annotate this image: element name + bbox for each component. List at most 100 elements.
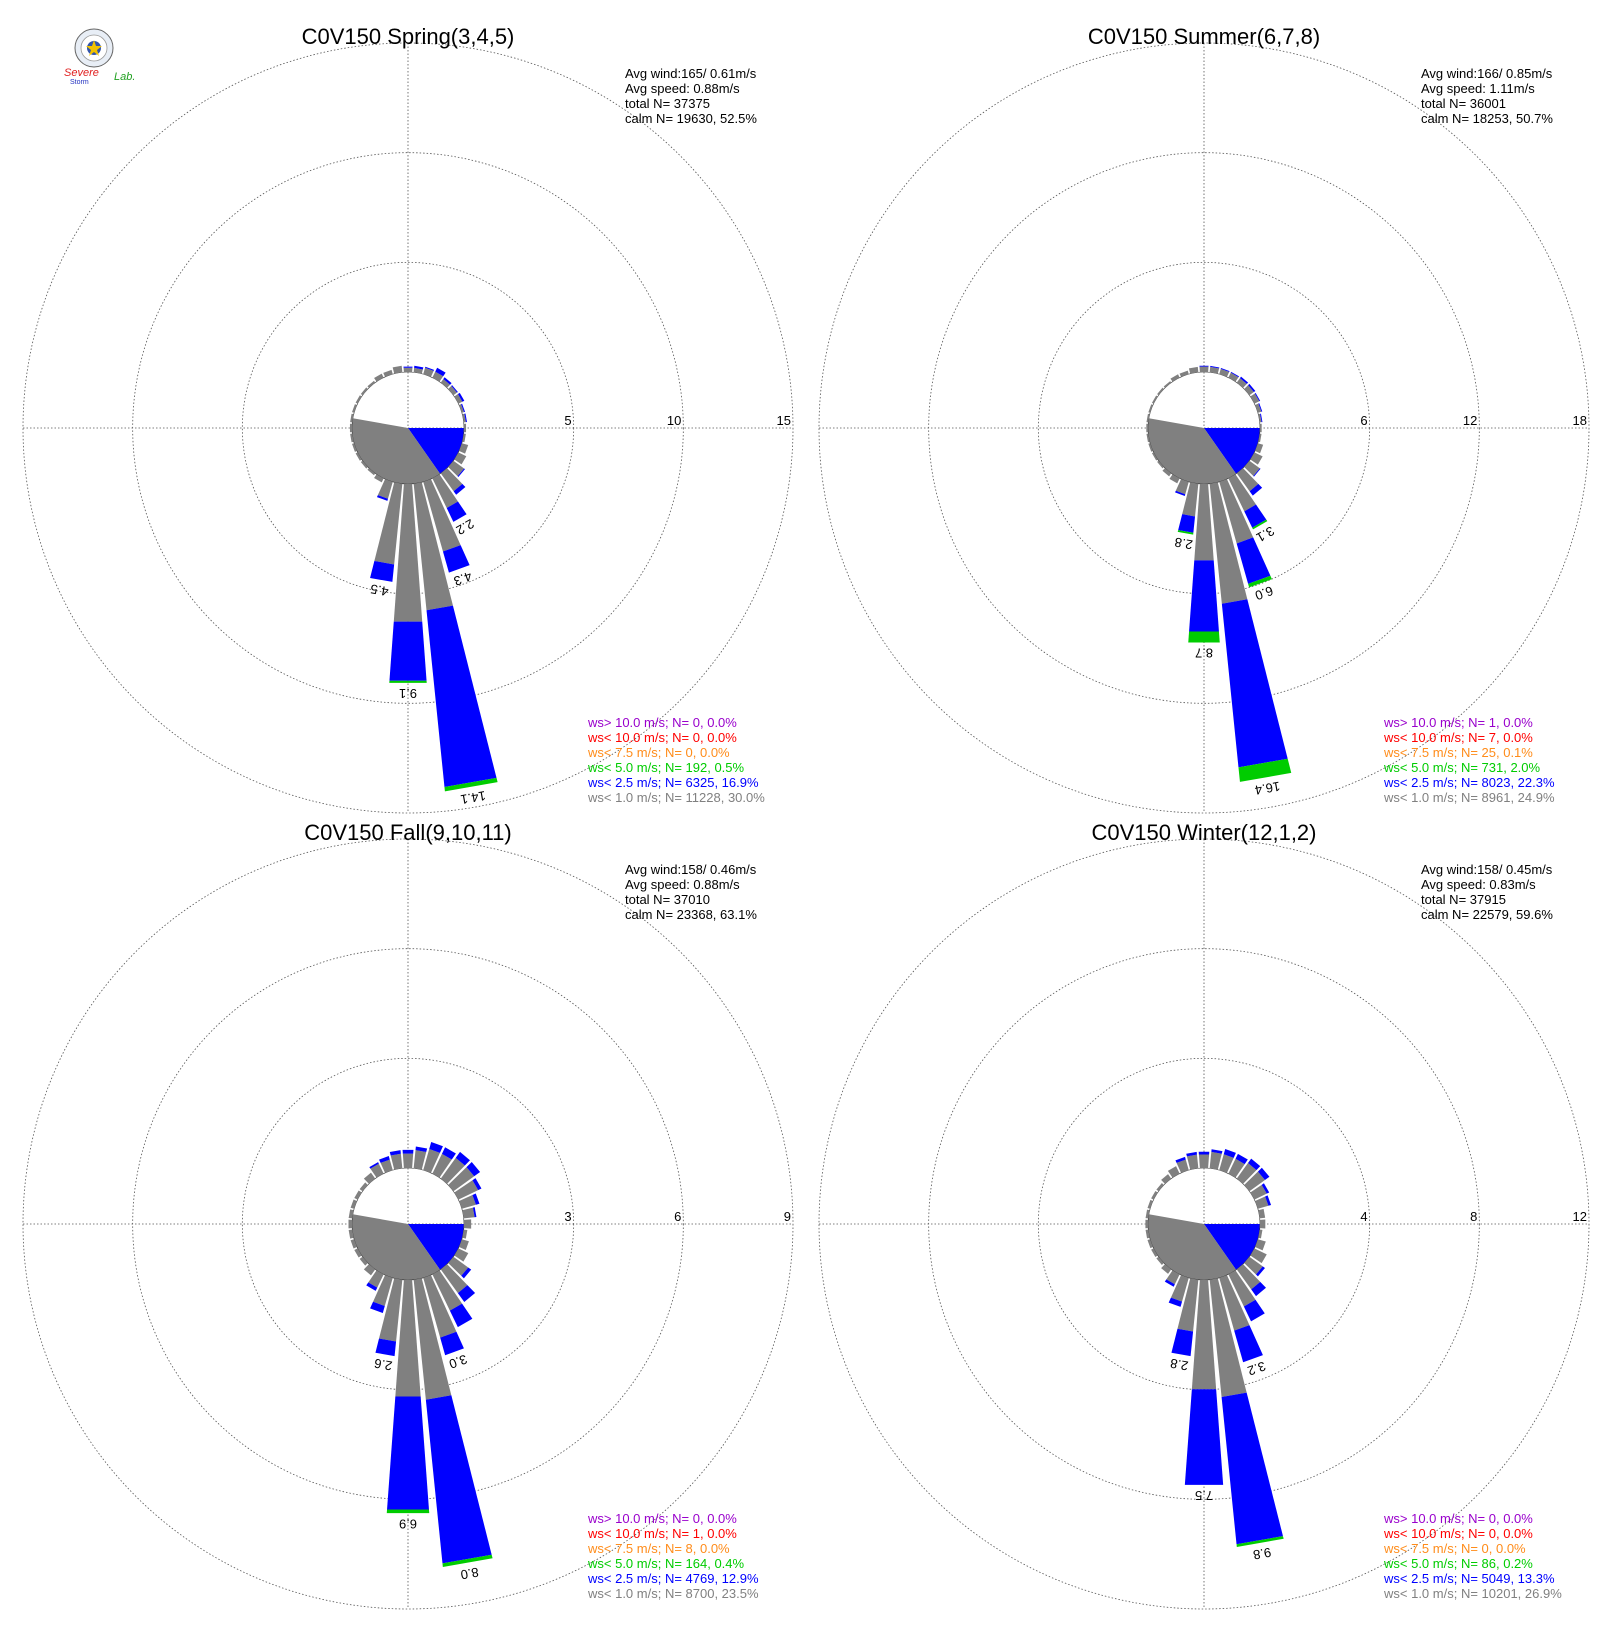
sector-bar-80-c2 xyxy=(464,413,467,423)
stat-line: total N= 37375 xyxy=(625,96,710,111)
sector-bar-230-c1 xyxy=(359,1256,368,1266)
legend-entry-c2: ws< 2.5 m/s; N= 6325, 16.9% xyxy=(587,775,759,790)
sector-bar-140-c2 xyxy=(1251,1281,1266,1297)
sector-bar-60-c1 xyxy=(454,394,463,404)
sector-bar-90-c1 xyxy=(1259,423,1262,433)
sector-bar-300-c1 xyxy=(354,1190,362,1200)
sector-bar-30-c2 xyxy=(441,1147,456,1160)
sector-bar-120-c1 xyxy=(1250,1248,1267,1264)
sector-bar-350-c1 xyxy=(392,365,403,374)
sector-bar-10-c2 xyxy=(1210,365,1220,369)
sector-bar-160-c3 xyxy=(1248,575,1272,588)
legend-entry-c2: ws< 2.5 m/s; N= 5049, 13.3% xyxy=(1383,1571,1555,1586)
sector-bar-150-c2 xyxy=(449,1303,473,1328)
sector-bar-170-c1 xyxy=(413,482,453,611)
sector-bar-330-c1 xyxy=(374,373,384,382)
sector-bar-110-c1 xyxy=(1255,443,1264,454)
sector-bar-340-c2 xyxy=(1175,1156,1186,1163)
legend-entry-c4: ws< 7.5 m/s; N= 25, 0.1% xyxy=(1383,745,1533,760)
sector-bar-240-c1 xyxy=(1151,1248,1158,1258)
sector-bar-250-c1 xyxy=(1148,443,1153,452)
sector-total-label: 14.1 xyxy=(459,788,487,807)
sector-bar-30-c1 xyxy=(432,1153,452,1178)
sector-bar-180-c1 xyxy=(393,483,423,622)
sector-bar-140-c1 xyxy=(1236,1264,1261,1290)
sector-bar-70-c1 xyxy=(459,1195,476,1209)
sector-bar-190-c3 xyxy=(1177,530,1194,535)
sector-bar-0-c1 xyxy=(403,367,413,373)
sector-total-label: 8.0 xyxy=(459,1565,479,1583)
stat-line: Avg wind:158/ 0.45m/s xyxy=(1421,862,1553,877)
sector-bar-140-c1 xyxy=(440,468,463,492)
sector-bar-90-c1 xyxy=(463,423,467,433)
sector-bar-170-c3 xyxy=(1236,1536,1284,1548)
sector-bar-190-c2 xyxy=(1178,514,1196,533)
sector-bar-40-c2 xyxy=(1247,1158,1261,1171)
sector-bar-210-c2 xyxy=(1164,1279,1175,1287)
sector-bar-260-c1 xyxy=(1145,1229,1150,1239)
sector-bar-170-c1 xyxy=(1209,482,1248,604)
sector-bar-260-c1 xyxy=(1146,433,1150,443)
sector-bar-70-c2 xyxy=(1258,403,1263,412)
sector-bar-180-c1 xyxy=(1191,1279,1217,1390)
stat-line: total N= 37915 xyxy=(1421,892,1506,907)
sector-bar-220-c1 xyxy=(363,1264,376,1276)
sector-bar-70-c2 xyxy=(461,403,466,413)
sector-bar-160-c2 xyxy=(440,1331,464,1356)
sector-bar-290-c1 xyxy=(1147,1199,1153,1209)
sector-bar-30-c2 xyxy=(1235,1153,1248,1165)
sector-bar-80-c2 xyxy=(1260,413,1263,423)
legend-entry-c1: ws< 1.0 m/s; N= 8700, 23.5% xyxy=(587,1586,759,1601)
calm-wedge xyxy=(1147,1214,1237,1281)
sector-bar-130-c1 xyxy=(448,460,465,477)
sector-bar-20-c1 xyxy=(1219,368,1230,377)
sector-bar-160-c2 xyxy=(1234,1325,1263,1363)
sector-bar-180-c3 xyxy=(389,680,427,683)
sector-bar-330-c1 xyxy=(1167,1166,1180,1178)
sector-bar-230-c1 xyxy=(1157,460,1164,469)
sector-bar-20-c2 xyxy=(429,1141,443,1153)
sector-bar-190-c2 xyxy=(375,1338,397,1357)
sector-bar-180-c2 xyxy=(389,621,427,681)
sector-bar-130-c1 xyxy=(448,1256,469,1276)
sector-bar-300-c1 xyxy=(1151,1190,1158,1200)
legend-entry-c6: ws> 10.0 m/s; N= 0, 0.0% xyxy=(1383,1511,1533,1526)
sector-bar-240-c1 xyxy=(354,1248,362,1258)
sector-bar-170-c2 xyxy=(425,1395,492,1564)
sector-bar-50-c1 xyxy=(1244,1171,1265,1192)
sector-bar-210-c1 xyxy=(368,1270,384,1288)
sector-bar-280-c1 xyxy=(1145,1209,1150,1219)
sector-bar-280-c1 xyxy=(350,413,354,423)
stat-line: calm N= 22579, 59.6% xyxy=(1421,907,1553,922)
sector-bar-50-c1 xyxy=(448,1167,475,1192)
legend-entry-c5: ws< 10.0 m/s; N= 0, 0.0% xyxy=(587,730,737,745)
sector-total-label: 2.8 xyxy=(1169,1356,1189,1374)
sector-bar-160-c1 xyxy=(423,479,461,552)
sector-bar-350-c2 xyxy=(389,1150,401,1156)
sector-bar-250-c1 xyxy=(352,443,357,452)
sector-bar-340-c1 xyxy=(383,369,393,377)
legend-entry-c6: ws> 10.0 m/s; N= 0, 0.0% xyxy=(587,1511,737,1526)
sector-bar-200-c1 xyxy=(373,1275,393,1307)
calm-wedge xyxy=(408,1224,464,1270)
sector-bar-70-c1 xyxy=(459,404,464,413)
sector-bar-190-c1 xyxy=(374,482,403,565)
sector-bar-170-c3 xyxy=(1238,758,1292,782)
sector-bar-180-c1 xyxy=(1194,483,1214,561)
sector-bar-350-c2 xyxy=(1186,1151,1197,1157)
sector-bar-310-c1 xyxy=(1157,387,1164,396)
sector-bar-350-c1 xyxy=(1186,1154,1199,1170)
legend-entry-c1: ws< 1.0 m/s; N= 8961, 24.9% xyxy=(1383,790,1555,805)
sector-bar-40-c2 xyxy=(443,377,452,385)
sector-bar-140-c1 xyxy=(440,1264,468,1294)
sector-bar-20-c1 xyxy=(423,1149,440,1173)
sector-bar-140-c2 xyxy=(457,1285,476,1303)
sector-bar-190-c2 xyxy=(1171,1328,1194,1357)
sector-bar-160-c2 xyxy=(442,545,470,573)
sector-bar-40-c2 xyxy=(455,1151,470,1166)
sector-bar-200-c1 xyxy=(1170,1275,1189,1302)
sector-bar-330-c1 xyxy=(370,1163,384,1178)
logo-text-lab: Lab. xyxy=(114,71,135,83)
sector-bar-150-c2 xyxy=(1244,504,1267,528)
ring-label: 9 xyxy=(784,1209,791,1224)
